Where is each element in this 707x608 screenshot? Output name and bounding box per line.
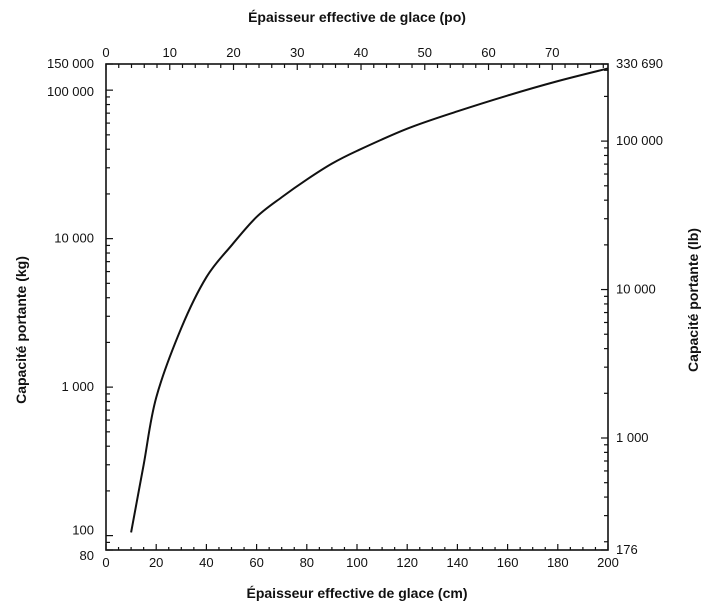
y-axis-left-title: Capacité portante (kg)	[13, 256, 29, 404]
y-left-tick-label: 100 000	[47, 84, 94, 99]
x-top-tick-label: 70	[545, 45, 559, 60]
y-right-tick-label: 176	[616, 542, 638, 557]
ticks-layer	[105, 63, 609, 551]
y-left-tick-label: 1 000	[61, 379, 94, 394]
x-top-tick-label: 40	[354, 45, 368, 60]
y-right-tick-label: 330 690	[616, 56, 663, 71]
y-left-tick-label: 10 000	[54, 231, 94, 246]
y-left-tick-label: 150 000	[47, 56, 94, 71]
x-top-tick-label: 50	[418, 45, 432, 60]
x-bottom-tick-label: 140	[447, 555, 469, 570]
x-axis-bottom-title: Épaisseur effective de glace (cm)	[247, 585, 468, 601]
y-right-tick-label: 1 000	[616, 430, 649, 445]
x-bottom-tick-label: 120	[396, 555, 418, 570]
plot-frame	[105, 63, 609, 551]
y-right-tick-label: 100 000	[616, 133, 663, 148]
x-top-tick-label: 60	[481, 45, 495, 60]
capacity-curve	[130, 67, 609, 533]
y-left-tick-label: 80	[80, 548, 94, 563]
labels-layer: 0 20 40 60 80 100 120 140 160 180 200 0 10 20 30 40 50 60…	[47, 45, 663, 570]
x-bottom-tick-label: 100	[346, 555, 368, 570]
x-bottom-tick-label: 20	[149, 555, 163, 570]
y-axis-right-title: Capacité portante (lb)	[685, 228, 701, 372]
x-bottom-tick-label: 60	[249, 555, 263, 570]
x-bottom-tick-label: 160	[497, 555, 519, 570]
x-top-tick-label: 20	[226, 45, 240, 60]
x-top-tick-label: 10	[163, 45, 177, 60]
x-bottom-tick-label: 80	[300, 555, 314, 570]
x-bottom-tick-label: 180	[547, 555, 569, 570]
x-bottom-tick-label: 200	[597, 555, 619, 570]
x-top-tick-label: 30	[290, 45, 304, 60]
x-bottom-tick-label: 0	[102, 555, 109, 570]
y-left-tick-label: 100	[72, 523, 94, 538]
y-right-tick-label: 10 000	[616, 282, 656, 297]
x-top-tick-label: 0	[102, 45, 109, 60]
x-axis-top-title: Épaisseur effective de glace (po)	[248, 9, 466, 25]
x-bottom-tick-label: 40	[199, 555, 213, 570]
